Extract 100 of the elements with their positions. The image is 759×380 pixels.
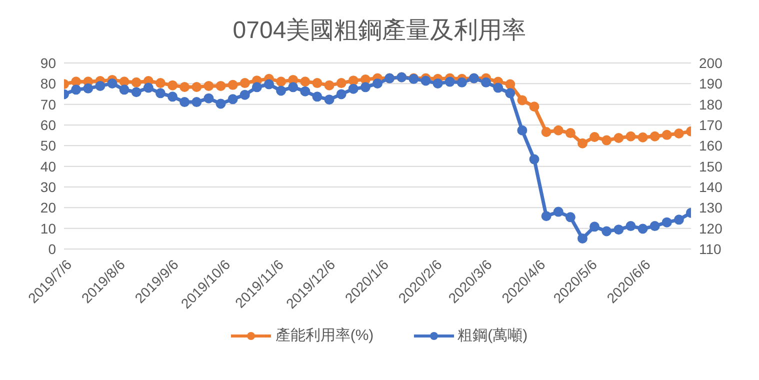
point	[192, 97, 202, 108]
point	[577, 138, 588, 148]
point	[228, 94, 238, 104]
y-tick-label: 80	[40, 76, 56, 92]
point	[602, 226, 612, 236]
y-tick-label: 10	[40, 220, 56, 236]
point	[662, 217, 672, 228]
point	[565, 128, 576, 138]
point	[626, 221, 636, 232]
point	[204, 80, 214, 91]
point	[505, 79, 516, 90]
point	[493, 82, 504, 93]
legend-label: 產能利用率(%)	[275, 326, 374, 345]
y-tick-label: 20	[40, 200, 56, 216]
y-tick-label: 70	[40, 96, 56, 112]
point	[529, 154, 540, 164]
point	[131, 77, 142, 88]
point	[143, 82, 154, 93]
point	[505, 88, 516, 98]
y-tick-label: 60	[40, 116, 56, 133]
point	[517, 125, 528, 136]
point	[155, 88, 166, 98]
point	[168, 80, 178, 90]
point	[240, 90, 250, 100]
y-tick-label: 0	[48, 240, 56, 257]
point	[590, 132, 600, 142]
point	[650, 131, 660, 142]
point	[168, 92, 178, 102]
y2-tick-label: 150	[699, 158, 723, 174]
point	[626, 131, 636, 142]
point	[324, 94, 334, 105]
point	[300, 76, 310, 87]
point	[638, 224, 648, 234]
point	[336, 89, 346, 100]
point	[348, 76, 358, 86]
point	[180, 97, 190, 108]
point	[348, 84, 358, 94]
point	[107, 78, 118, 88]
y2-tick-label: 180	[699, 96, 723, 112]
y2-tick-label: 170	[699, 116, 723, 133]
point	[276, 76, 286, 87]
point	[638, 132, 648, 142]
point	[264, 79, 274, 90]
point	[420, 76, 431, 86]
y-tick-label: 40	[40, 158, 56, 174]
point	[71, 84, 82, 95]
point	[456, 77, 467, 88]
point	[204, 93, 214, 104]
point	[614, 224, 624, 235]
point	[565, 212, 576, 222]
point	[216, 98, 226, 109]
y2-tick-label: 120	[699, 220, 723, 236]
point	[131, 87, 142, 98]
point	[662, 130, 672, 140]
point	[674, 214, 684, 225]
y2-tick-label: 140	[699, 178, 723, 195]
legend-label: 粗鋼(萬噸)	[458, 326, 528, 345]
point	[180, 82, 190, 92]
point	[650, 221, 660, 232]
point	[312, 92, 322, 102]
y-tick-label: 30	[40, 178, 56, 195]
point	[312, 78, 322, 88]
point	[529, 102, 540, 112]
point	[614, 133, 624, 144]
point	[360, 82, 370, 92]
y2-tick-label: 130	[699, 200, 723, 216]
point	[300, 86, 310, 96]
point	[155, 78, 166, 88]
point	[481, 77, 492, 88]
point	[336, 78, 346, 88]
y2-tick-label: 190	[699, 76, 723, 92]
y-tick-label: 50	[40, 138, 56, 154]
point	[252, 82, 262, 92]
point	[71, 76, 82, 87]
y2-tick-label: 160	[699, 138, 723, 154]
point	[240, 78, 250, 88]
point	[432, 78, 443, 88]
point	[674, 128, 684, 138]
point	[216, 80, 226, 91]
point	[119, 76, 130, 87]
point	[517, 95, 528, 106]
point	[228, 80, 238, 90]
point	[577, 233, 588, 244]
point	[192, 82, 202, 92]
point	[119, 84, 130, 95]
point	[553, 125, 564, 136]
point	[590, 222, 600, 232]
point	[541, 211, 552, 222]
point	[444, 76, 455, 87]
y2-tick-label: 200	[699, 54, 723, 71]
point	[288, 82, 298, 92]
point	[541, 127, 552, 138]
point	[602, 135, 612, 146]
point	[276, 86, 286, 96]
point	[95, 80, 106, 91]
chart-title: 0704美國粗鋼產量及利用率	[232, 17, 526, 44]
point	[83, 83, 94, 94]
y2-tick-label: 110	[699, 240, 722, 257]
point	[324, 80, 334, 90]
point	[372, 78, 382, 88]
